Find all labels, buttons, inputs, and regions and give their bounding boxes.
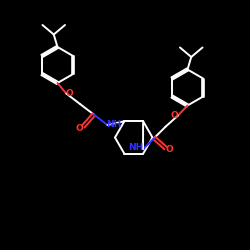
Text: O: O <box>166 145 173 154</box>
Text: O: O <box>66 89 74 98</box>
Text: O: O <box>76 124 83 133</box>
Text: NH: NH <box>106 120 122 130</box>
Text: O: O <box>170 111 178 120</box>
Text: NH: NH <box>128 144 144 152</box>
